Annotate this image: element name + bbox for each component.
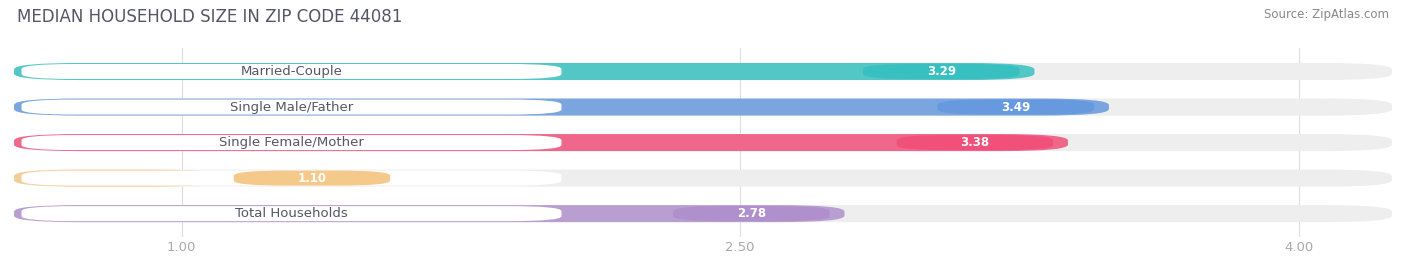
FancyBboxPatch shape (14, 205, 845, 222)
Text: 2.78: 2.78 (737, 207, 766, 220)
Text: 3.29: 3.29 (927, 65, 956, 78)
FancyBboxPatch shape (233, 171, 391, 186)
Text: Married-Couple: Married-Couple (240, 65, 343, 78)
FancyBboxPatch shape (21, 100, 561, 115)
Text: Non-family: Non-family (256, 172, 328, 185)
FancyBboxPatch shape (21, 206, 561, 221)
FancyBboxPatch shape (14, 98, 1392, 116)
Text: 3.38: 3.38 (960, 136, 990, 149)
Text: 1.10: 1.10 (298, 172, 326, 185)
FancyBboxPatch shape (14, 98, 1109, 116)
FancyBboxPatch shape (897, 135, 1053, 150)
FancyBboxPatch shape (21, 171, 561, 186)
FancyBboxPatch shape (14, 205, 1392, 222)
FancyBboxPatch shape (938, 100, 1094, 115)
Text: Single Female/Mother: Single Female/Mother (219, 136, 364, 149)
FancyBboxPatch shape (21, 64, 561, 79)
FancyBboxPatch shape (14, 169, 1392, 187)
FancyBboxPatch shape (14, 134, 1069, 151)
Text: Source: ZipAtlas.com: Source: ZipAtlas.com (1264, 8, 1389, 21)
Text: Single Male/Father: Single Male/Father (229, 101, 353, 114)
FancyBboxPatch shape (14, 63, 1392, 80)
FancyBboxPatch shape (14, 169, 219, 187)
Text: Total Households: Total Households (235, 207, 347, 220)
Text: 3.49: 3.49 (1001, 101, 1031, 114)
FancyBboxPatch shape (863, 64, 1019, 79)
FancyBboxPatch shape (14, 63, 1035, 80)
FancyBboxPatch shape (14, 134, 1392, 151)
Text: MEDIAN HOUSEHOLD SIZE IN ZIP CODE 44081: MEDIAN HOUSEHOLD SIZE IN ZIP CODE 44081 (17, 8, 402, 26)
FancyBboxPatch shape (673, 206, 830, 221)
FancyBboxPatch shape (21, 135, 561, 150)
